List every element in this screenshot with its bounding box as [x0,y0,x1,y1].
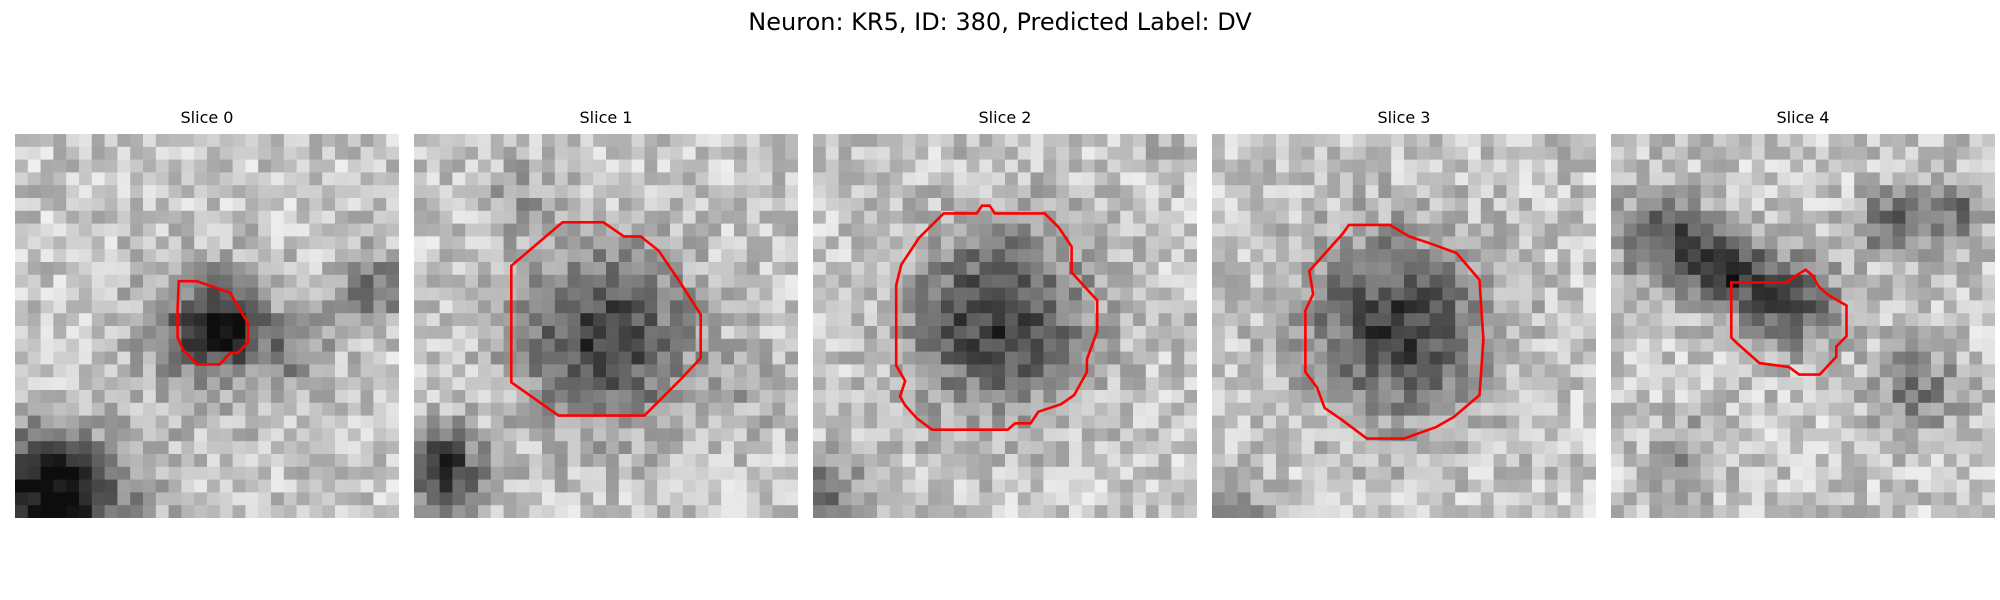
pixel-grid [15,134,399,518]
slice-image [15,134,399,518]
roi-contour [1730,268,1848,376]
roi-contour [510,221,703,417]
slice-image [813,134,1197,518]
slice-title: Slice 2 [978,108,1032,127]
roi-contour [894,204,1099,432]
pixel-grid [1611,134,1995,518]
pixel-grid [414,134,798,518]
slice-title: Slice 0 [180,108,234,127]
slice-title: Slice 3 [1377,108,1431,127]
roi-contour [1304,223,1485,440]
slice-image [1212,134,1596,518]
slice-title: Slice 1 [579,108,633,127]
figure-title: Neuron: KR5, ID: 380, Predicted Label: D… [748,8,1252,36]
roi-contour [176,279,250,366]
slice-title: Slice 4 [1776,108,1830,127]
slice-image [414,134,798,518]
slice-image [1611,134,1995,518]
pixel-grid [1212,134,1596,518]
pixel-grid [813,134,1197,518]
